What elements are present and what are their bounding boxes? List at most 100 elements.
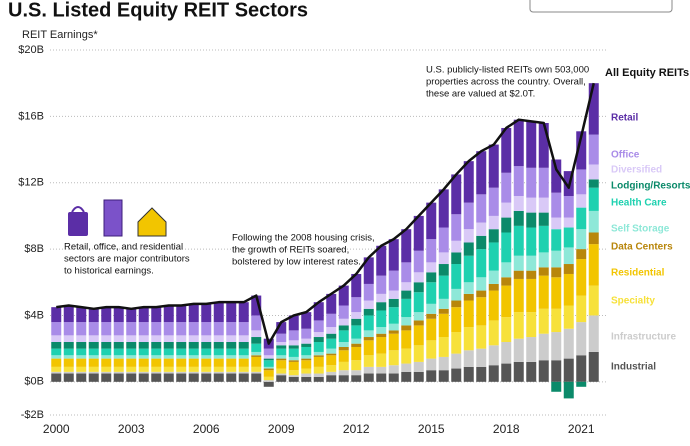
bar-segment	[76, 373, 87, 382]
annotation: U.S. publicly-listed REITs own 503,000	[426, 65, 589, 76]
bar-segment	[388, 290, 399, 299]
bar-segment	[151, 348, 162, 356]
bar-segment	[163, 371, 174, 374]
bar-segment	[113, 348, 124, 356]
bar-segment	[188, 355, 199, 359]
bar-segment	[526, 361, 537, 382]
bar-segment	[226, 373, 237, 382]
bar-segment	[376, 353, 387, 367]
bar-segment	[288, 370, 299, 376]
bar-segment	[488, 215, 499, 230]
bar-segment	[438, 337, 449, 357]
top-button[interactable]	[529, 0, 673, 13]
bar-segment	[101, 355, 112, 359]
bar-segment	[363, 366, 374, 374]
bar-segment	[576, 295, 587, 323]
bar-segment	[451, 214, 462, 241]
bar-segment	[126, 366, 137, 372]
bar-segment	[413, 320, 424, 326]
bar-segment	[576, 259, 587, 296]
x-tick-label: 2021	[568, 422, 595, 436]
bar-segment	[563, 196, 574, 218]
y-tick-label: $20B	[18, 44, 44, 56]
bar-segment	[351, 325, 362, 339]
bar-segment	[526, 167, 537, 198]
bar-segment	[576, 249, 587, 260]
bar-segment	[438, 313, 449, 338]
bar-segment	[588, 244, 599, 286]
bar-segment	[163, 335, 174, 342]
bar-segment	[476, 366, 487, 382]
bar-segment	[176, 322, 187, 336]
bar-segment	[226, 322, 237, 336]
bar-segment	[188, 358, 199, 367]
bar-segment	[188, 371, 199, 374]
bar-segment	[276, 360, 287, 369]
bar-segment	[401, 348, 412, 364]
legend-label: Data Centers	[611, 242, 673, 253]
bar-segment	[51, 322, 62, 336]
bar-segment	[213, 355, 224, 359]
bar-segment	[176, 371, 187, 374]
bar-segment	[226, 366, 237, 372]
bar-segment	[388, 307, 399, 324]
bar-segment	[551, 332, 562, 361]
bar-segment	[313, 351, 324, 356]
bar-segment	[538, 267, 549, 276]
bar-segment	[326, 293, 337, 314]
bar-segment	[501, 363, 512, 382]
bar-segment	[363, 355, 374, 367]
bar-segment	[563, 227, 574, 248]
bar-segment	[488, 242, 499, 271]
bar-segment	[526, 227, 537, 256]
bar-segment	[488, 270, 499, 284]
bar-segment	[338, 325, 349, 331]
bar-segment	[313, 320, 324, 333]
y-tick-label: $12B	[18, 177, 44, 189]
bar-segment	[351, 360, 362, 371]
bar-segment	[276, 348, 287, 356]
bar-segment	[126, 355, 137, 359]
bar-segment	[51, 348, 62, 356]
annotation: properties across the country. Overall,	[426, 77, 586, 88]
bar-segment	[76, 355, 87, 359]
bar-segment	[488, 144, 499, 188]
bar-segment	[401, 325, 412, 331]
bar-segment	[263, 380, 274, 382]
bar-segment	[276, 333, 287, 342]
y-tick-label: $4B	[24, 309, 44, 321]
bar-segment	[538, 212, 549, 226]
bar-segment	[213, 358, 224, 367]
bar-segment	[101, 322, 112, 336]
bar-segment	[313, 366, 324, 374]
bar-segment	[326, 348, 337, 354]
bar-segment	[326, 375, 337, 382]
bar-segment	[501, 285, 512, 318]
bar-segment	[501, 202, 512, 218]
bar-segment	[138, 371, 149, 374]
bar-segment	[388, 270, 399, 291]
bar-segment	[51, 371, 62, 374]
bar-segment	[563, 264, 574, 274]
bar-segment	[301, 328, 312, 339]
bar-segment	[188, 342, 199, 349]
bar-segment	[463, 327, 474, 351]
bar-segment	[513, 270, 524, 279]
bar-segment	[413, 345, 424, 362]
bar-segment	[176, 373, 187, 382]
bar-segment	[588, 315, 599, 352]
bar-segment	[538, 167, 549, 198]
bar-segment	[538, 197, 549, 213]
bar-segment	[263, 348, 274, 356]
bar-segment	[426, 318, 437, 341]
bar-segment	[213, 302, 224, 323]
bar-segment	[276, 355, 287, 359]
bar-segment	[251, 371, 262, 374]
bar-segment	[76, 335, 87, 342]
bar-segment	[363, 308, 374, 316]
bar-segment	[88, 308, 99, 323]
bar-segment	[576, 207, 587, 230]
bar-segment	[226, 335, 237, 342]
bar-segment	[338, 361, 349, 371]
bar-segment	[88, 355, 99, 359]
